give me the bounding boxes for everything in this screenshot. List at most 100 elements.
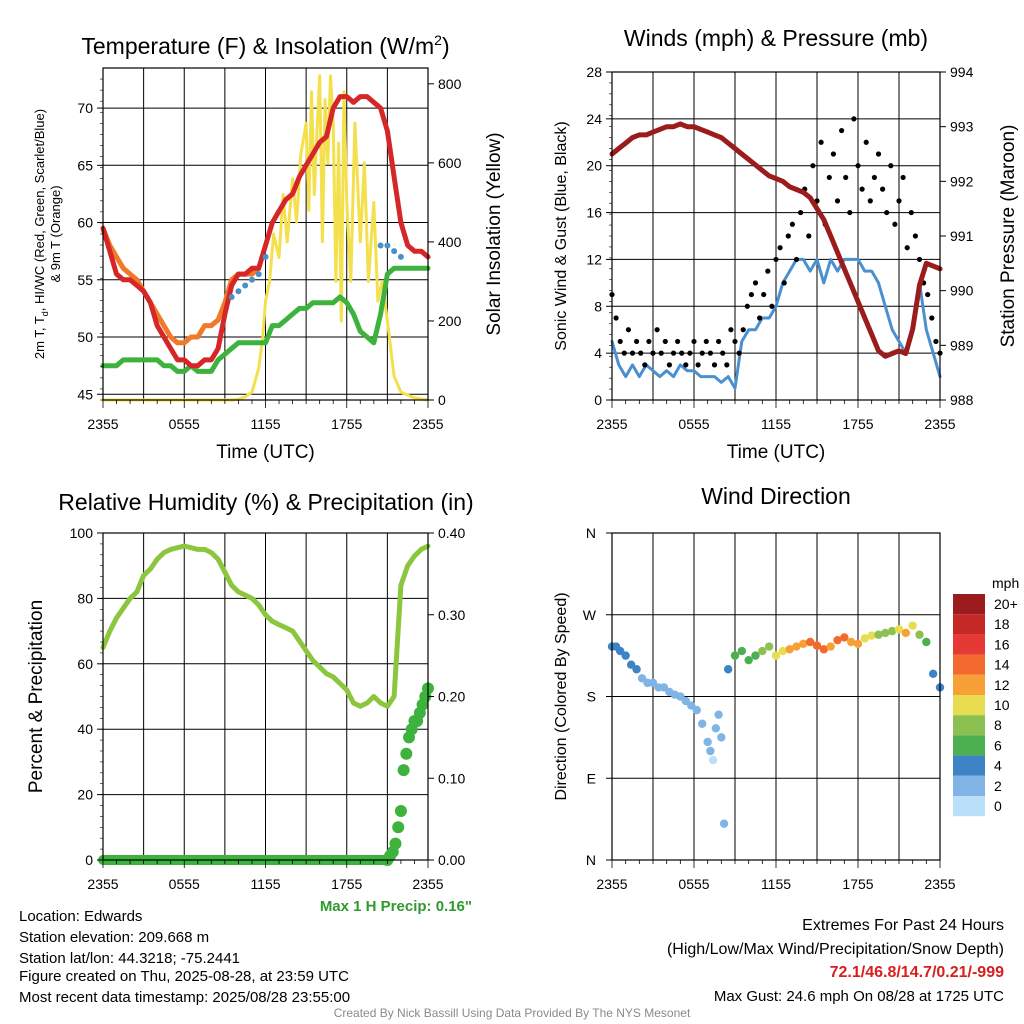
gust-point: [707, 350, 714, 356]
gust-point: [654, 327, 660, 333]
gust-point: [740, 327, 746, 333]
gust-point: [875, 151, 882, 157]
x-tick-label: 2355: [596, 416, 627, 432]
colorbar-swatch: [953, 695, 985, 716]
chart-title: Relative Humidity (%) & Precipitation (i…: [58, 489, 473, 515]
y-tick-label: N: [586, 852, 596, 868]
y2-tick-label: 993: [950, 119, 974, 135]
colorbar-label: 2: [994, 778, 1002, 794]
direction-point: [711, 724, 721, 733]
gust-point: [798, 209, 804, 216]
gust-point: [765, 268, 771, 274]
colorbar-title: mph: [992, 575, 1019, 591]
y-tick-label: 12: [586, 251, 602, 267]
x-tick-label: 1155: [761, 416, 791, 432]
y2-tick-label: 0.30: [438, 607, 465, 623]
x-tick-label: 2355: [412, 416, 443, 432]
gust-point: [617, 338, 623, 345]
credit-text: Created By Nick Bassill Using Data Provi…: [333, 1006, 691, 1020]
y2-tick-label: 990: [950, 283, 974, 299]
gust-point: [679, 350, 685, 356]
colorbar-swatch: [953, 775, 985, 796]
gust-point: [793, 256, 800, 263]
gust-point: [863, 139, 869, 145]
gust-point: [728, 327, 734, 333]
y2-tick-label: 0: [438, 392, 446, 408]
chart-title: Winds (mph) & Pressure (mb): [624, 25, 928, 51]
y-tick-label: 50: [77, 329, 93, 345]
gust-point: [839, 127, 845, 134]
y2-tick-label: 0.00: [438, 852, 465, 868]
gust-point: [625, 327, 632, 333]
y-tick-label: 8: [594, 298, 602, 314]
y-tick-label: W: [583, 607, 597, 623]
colorbar-swatch: [953, 674, 985, 695]
direction-point: [846, 637, 856, 647]
precip-point: [400, 747, 413, 760]
x-tick-label: 1155: [250, 876, 280, 892]
gust-point: [761, 291, 767, 298]
colorbar-label: 20+: [994, 596, 1018, 612]
y2-tick-label: 600: [438, 155, 462, 171]
direction-point: [833, 635, 842, 645]
gust-point: [834, 198, 841, 204]
gust-point: [929, 315, 935, 321]
gust-point: [703, 338, 709, 345]
direction-point: [778, 646, 788, 656]
direction-point: [887, 626, 897, 636]
y2-tick-label: 994: [950, 64, 974, 80]
x-tick-label: 2355: [87, 876, 118, 892]
y2-tick-label: 400: [438, 234, 462, 250]
direction-point: [819, 645, 829, 654]
gust-point: [662, 338, 668, 345]
y-tick-label: 16: [586, 205, 602, 221]
location-text: Location: Edwards: [19, 908, 143, 925]
colorbar-label: 4: [994, 758, 1002, 774]
gust-point: [757, 315, 763, 321]
hiwc-point: [377, 242, 384, 249]
gust-point: [675, 338, 681, 345]
gust-point: [646, 338, 652, 345]
gust-point: [867, 198, 873, 204]
direction-point: [915, 630, 924, 639]
gust-point: [847, 209, 853, 216]
hiwc-point: [242, 282, 249, 289]
gust-point: [818, 139, 824, 145]
x-tick-label: 1755: [842, 416, 873, 432]
direction-point: [723, 665, 733, 674]
y2-tick-label: 988: [950, 392, 974, 408]
gust-point: [888, 163, 894, 169]
gust-point: [777, 245, 783, 251]
precip-point: [397, 764, 410, 777]
y2-tick-label: 0.10: [438, 770, 465, 786]
direction-point: [719, 819, 729, 828]
y-tick-label: 55: [77, 272, 93, 288]
panel-2: 0 4 8 12 16 20 24 28 988 989 990 991 992 993 994 2355 05…: [553, 25, 1019, 463]
station-latlon-text: Station lat/lon: 44.3218; -75.2441: [19, 950, 241, 967]
figure-created-text: Figure created on Thu, 2025-08-28, at 23…: [19, 968, 349, 985]
x-tick-label: 0555: [169, 416, 200, 432]
direction-point: [621, 651, 630, 660]
x-tick-label: 1755: [842, 876, 873, 892]
extremes-subtitle: (High/Low/Max Wind/Precipitation/Snow De…: [666, 941, 1004, 958]
y-tick-label: 60: [77, 656, 93, 672]
gust-point: [769, 303, 775, 309]
gust-point: [851, 116, 857, 122]
gust-point: [683, 362, 689, 368]
colorbar-label: 12: [994, 677, 1010, 693]
y-label-part: , HI/WC (Red, Green, Scarlet/Blue): [32, 109, 47, 311]
y-tick-label: S: [587, 689, 596, 705]
y-tick-label: 40: [77, 721, 93, 737]
gust-point: [752, 280, 759, 286]
x-tick-label: 1155: [761, 876, 791, 892]
gust-point: [896, 198, 902, 204]
y-tick-label: 0: [594, 392, 602, 408]
x-tick-label: 2355: [596, 876, 627, 892]
colorbar-label: 6: [994, 737, 1002, 753]
direction-point: [771, 651, 781, 660]
extremes-values: 72.1/46.8/14.7/0.21/-999: [829, 964, 1004, 981]
direction-point: [894, 625, 904, 634]
x-tick-label: 1755: [331, 416, 362, 432]
gust-point: [748, 291, 755, 298]
